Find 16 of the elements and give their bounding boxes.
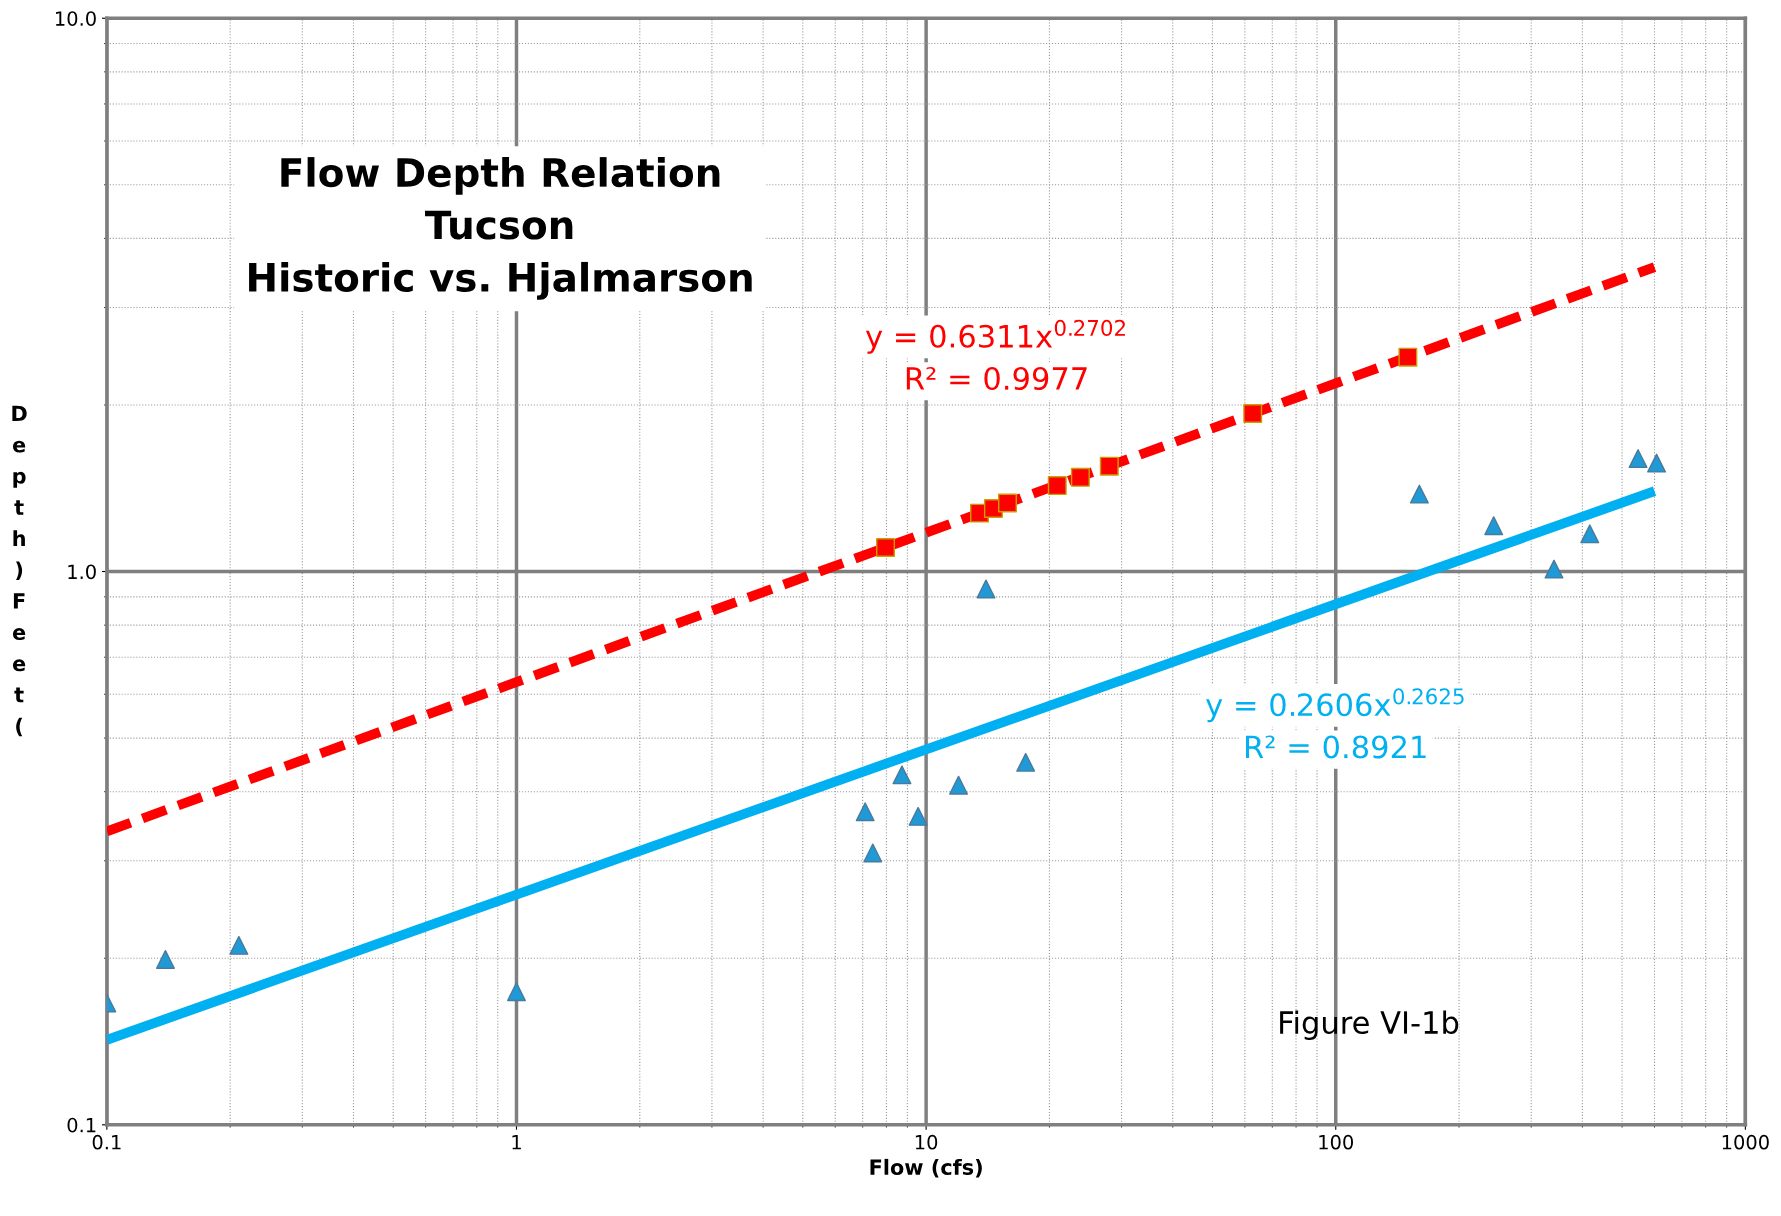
- y-tick-label: 0.1: [67, 1117, 96, 1133]
- annotation: y = 0.6311x$^{0.2702}$: [865, 319, 1125, 354]
- x-axis-title: Flow (cfs): [870, 1158, 982, 1178]
- x-tick-label: 10: [915, 1134, 938, 1150]
- annotation: R² = 0.9977: [906, 366, 1087, 391]
- x-tick-label: 1: [512, 1135, 521, 1150]
- annotation: Figure VI-1b: [1280, 1010, 1459, 1040]
- y-tick-label: 1.0: [68, 564, 96, 580]
- x-tick-label: 1000: [1722, 1134, 1769, 1150]
- annotation: R² = 0.8921: [1246, 735, 1426, 759]
- text: Flow Depth Relation Tucson Historic vs. Hjalmarson: [249, 157, 752, 300]
- annotation: y = 0.2606x$^{0.2625}$: [1206, 688, 1464, 723]
- text: Depth )Feet(: [12, 405, 27, 737]
- y-tick-label: 10.0: [55, 11, 96, 26]
- x-tick-label: 0.1: [92, 1134, 121, 1150]
- x-tick-label: 100: [1319, 1134, 1354, 1150]
